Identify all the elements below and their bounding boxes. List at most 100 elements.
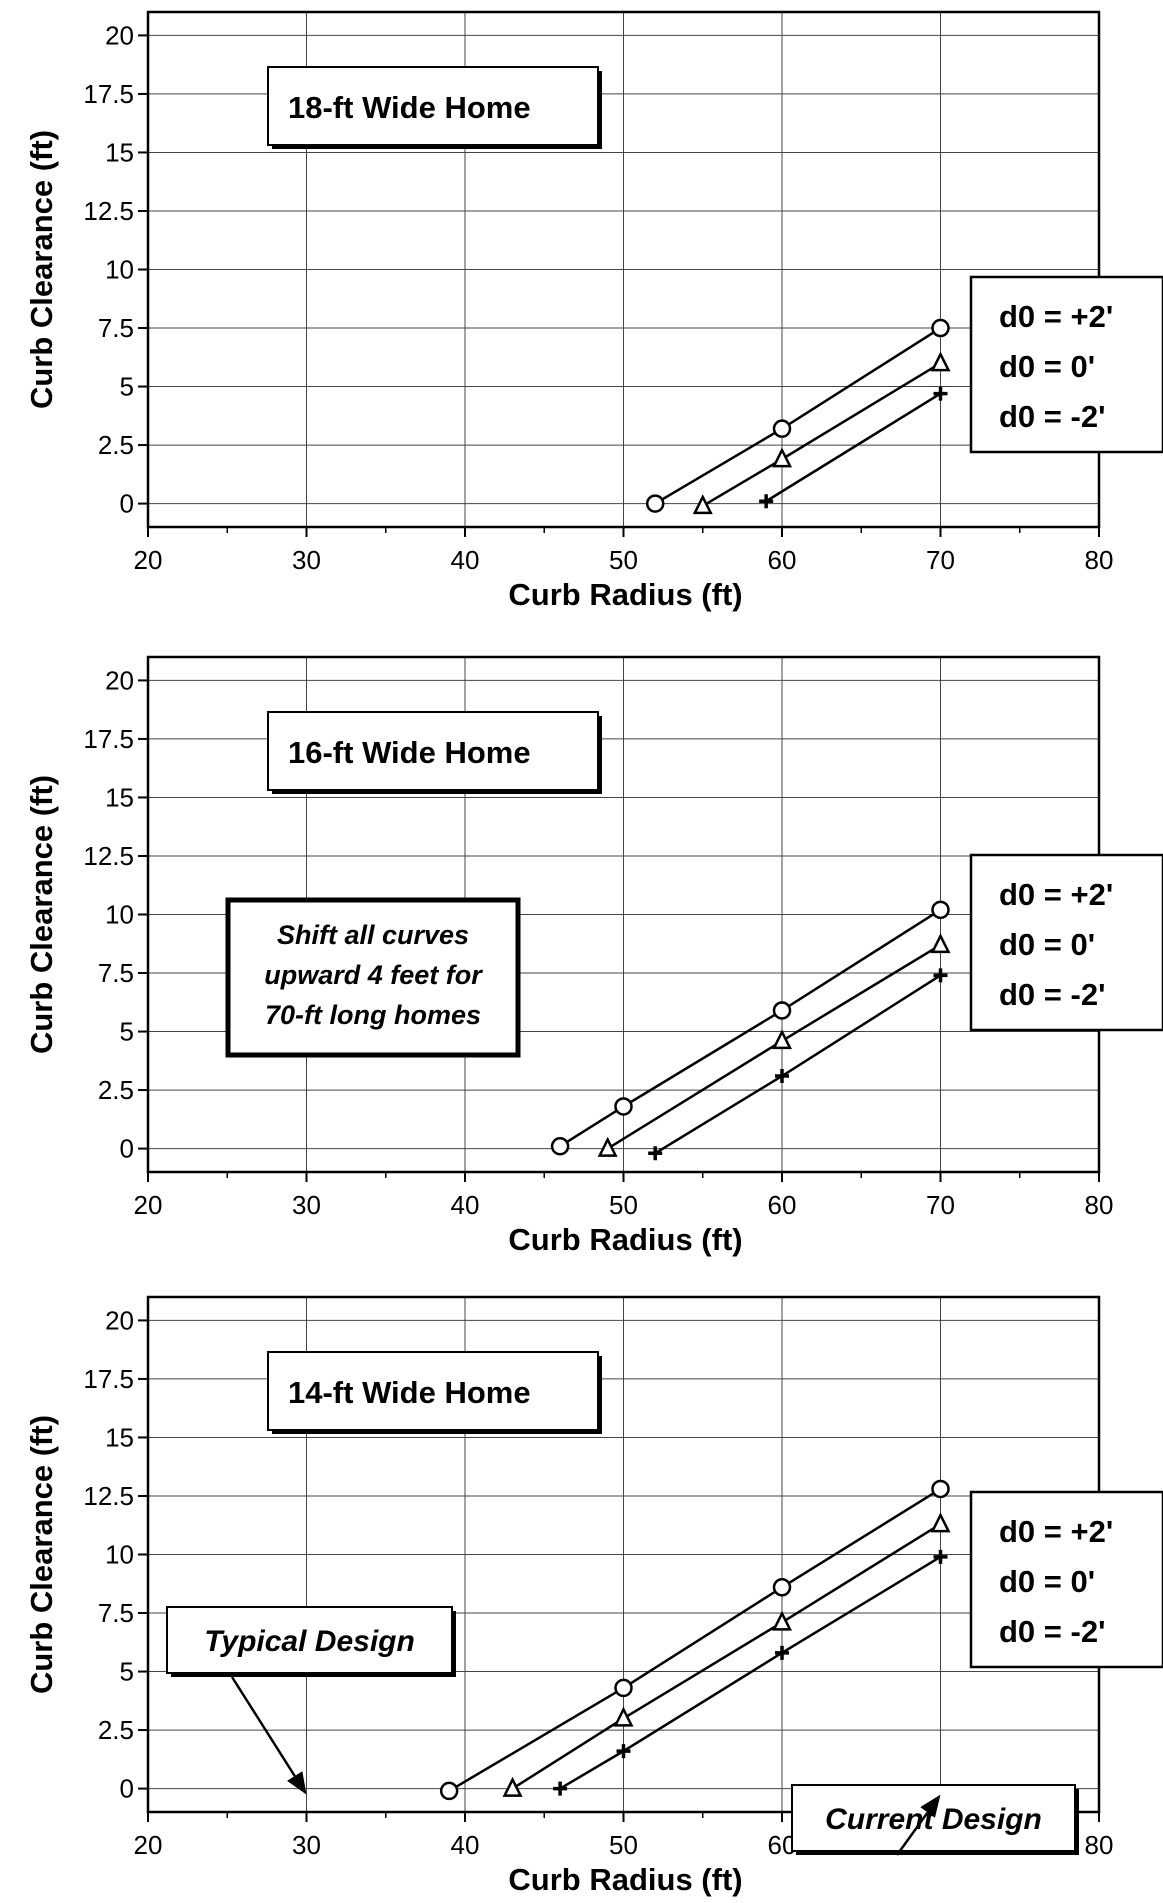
data-point-triangle <box>930 351 951 372</box>
data-point-plus <box>933 968 948 983</box>
x-tick-label: 50 <box>609 1830 638 1860</box>
series-line-1 <box>559 908 942 1148</box>
data-point-triangle <box>597 1136 618 1157</box>
data-point-circle <box>772 419 792 438</box>
legend-entry: d0 = 0' <box>999 349 1095 384</box>
annotation-1: Typical Design <box>166 1606 456 1795</box>
x-tick-label: 20 <box>134 1190 163 1220</box>
data-point-plus <box>759 494 774 509</box>
y-axis-title: Curb Clearance (ft) <box>24 130 59 409</box>
data-point-circle <box>614 1097 633 1116</box>
note-line: Shift all curves <box>277 920 469 950</box>
data-point-circle <box>772 1578 792 1597</box>
legend-entry: d0 = 0' <box>999 1564 1095 1599</box>
legend-entry: d0 = +2' <box>999 1514 1113 1549</box>
x-tick-label: 70 <box>926 545 955 575</box>
y-tick-label: 12.5 <box>83 1481 134 1511</box>
data-point-circle <box>645 494 665 513</box>
y-tick-label: 0 <box>120 1134 134 1164</box>
y-tick-label: 7.5 <box>98 958 134 988</box>
y-tick-label: 17.5 <box>83 79 134 109</box>
data-point-circle <box>931 900 950 920</box>
series-line-3 <box>654 974 942 1155</box>
data-point-triangle <box>771 1029 793 1050</box>
x-tick-label: 50 <box>609 1190 638 1220</box>
x-tick-label: 50 <box>609 545 638 575</box>
data-point-circle <box>772 1001 792 1020</box>
legend-entry: d0 = -2' <box>999 977 1105 1012</box>
x-tick-label: 20 <box>134 545 163 575</box>
y-tick-label: 2.5 <box>98 430 134 460</box>
x-tick-label: 80 <box>1085 1830 1114 1860</box>
panel-title: 16-ft Wide Home <box>288 735 531 770</box>
data-point-plus <box>553 1781 568 1796</box>
data-point-plus <box>775 1645 789 1660</box>
x-tick-label: 40 <box>451 545 480 575</box>
x-tick-label: 60 <box>768 1190 797 1220</box>
note-line: 70-ft long homes <box>265 1000 481 1030</box>
x-tick-label: 30 <box>292 1190 321 1220</box>
y-tick-label: 5 <box>120 1657 134 1687</box>
data-point-plus <box>775 1069 789 1084</box>
x-tick-label: 40 <box>451 1830 480 1860</box>
series-line-1 <box>654 326 942 505</box>
x-axis-title: Curb Radius (ft) <box>508 577 742 612</box>
chart-panel-3: 2030405060708002.557.51012.51517.520Curb… <box>24 1295 1163 1897</box>
y-tick-label: 20 <box>105 1305 134 1335</box>
series-line-1 <box>448 1487 942 1793</box>
annotation-arrow-head <box>287 1771 307 1795</box>
panel-title-box: 18-ft Wide Home <box>267 66 602 149</box>
series-line-3 <box>765 392 942 503</box>
panel-title-box: 16-ft Wide Home <box>267 711 602 794</box>
series-line-3 <box>559 1555 942 1790</box>
data-point-plus <box>933 386 948 401</box>
y-tick-label: 5 <box>120 372 134 402</box>
legend-entry: d0 = -2' <box>999 1614 1105 1649</box>
y-tick-label: 15 <box>105 782 134 812</box>
series-line-2 <box>702 362 942 508</box>
y-tick-label: 12.5 <box>83 196 134 226</box>
y-tick-label: 10 <box>105 900 134 930</box>
data-point-circle <box>550 1137 570 1156</box>
x-axis-title: Curb Radius (ft) <box>508 1862 742 1897</box>
chart-panel-1: 20 30 40 50 60 70 80 0 2.5 5 7.5 10 12.5 15 17.5 20 Curb… <box>24 10 1163 612</box>
y-tick-label: 2.5 <box>98 1075 134 1105</box>
panel-title: 18-ft Wide Home <box>288 90 531 125</box>
annotation-arrow-shaft <box>895 1811 929 1856</box>
note-line: upward 4 feet for <box>264 960 483 990</box>
y-tick-label: 20 <box>105 20 134 50</box>
data-point-circle <box>931 318 950 338</box>
data-point-triangle <box>771 1610 793 1631</box>
series-line-2 <box>511 1523 942 1790</box>
y-tick-label: 17.5 <box>83 724 134 754</box>
y-axis-title: Curb Clearance (ft) <box>24 1415 59 1694</box>
note-box: Shift all curves upward 4 feet for 70-ft l… <box>225 897 521 1058</box>
data-point-plus <box>933 1549 948 1564</box>
y-tick-label: 12.5 <box>83 841 134 871</box>
data-point-triangle <box>930 1512 951 1533</box>
data-point-circle <box>931 1479 950 1499</box>
x-tick-label: 60 <box>768 545 797 575</box>
x-tick-label: 30 <box>292 1830 321 1860</box>
chart-panel-2: 20 30 40 50 60 70 80 0 2.5 5 7.5 10 12.5 15 17.5 20 Curb… <box>24 655 1163 1257</box>
y-tick-label: 0 <box>120 489 134 519</box>
data-point-plus <box>648 1146 663 1161</box>
y-tick-label: 20 <box>105 665 134 695</box>
y-tick-label: 15 <box>105 1422 134 1452</box>
legend-entry: d0 = +2' <box>999 299 1113 334</box>
x-tick-label: 40 <box>451 1190 480 1220</box>
panel-title-box: 14-ft Wide Home <box>267 1351 602 1434</box>
legend: d0 = +2' d0 = 0' d0 = -2' <box>969 275 1163 454</box>
panel-title: 14-ft Wide Home <box>288 1375 531 1410</box>
x-tick-label: 80 <box>1085 545 1114 575</box>
annotation-text: Typical Design <box>204 1625 415 1658</box>
legend-entry: d0 = -2' <box>999 399 1105 434</box>
legend: d0 = +2' d0 = 0' d0 = -2' <box>969 1490 1163 1669</box>
data-point-triangle <box>930 933 951 954</box>
legend: d0 = +2' d0 = 0' d0 = -2' <box>969 853 1163 1032</box>
x-tick-label: 30 <box>292 545 321 575</box>
y-tick-label: 7.5 <box>98 313 134 343</box>
annotation-arrow-head <box>920 1794 941 1818</box>
x-tick-label: 80 <box>1085 1190 1114 1220</box>
